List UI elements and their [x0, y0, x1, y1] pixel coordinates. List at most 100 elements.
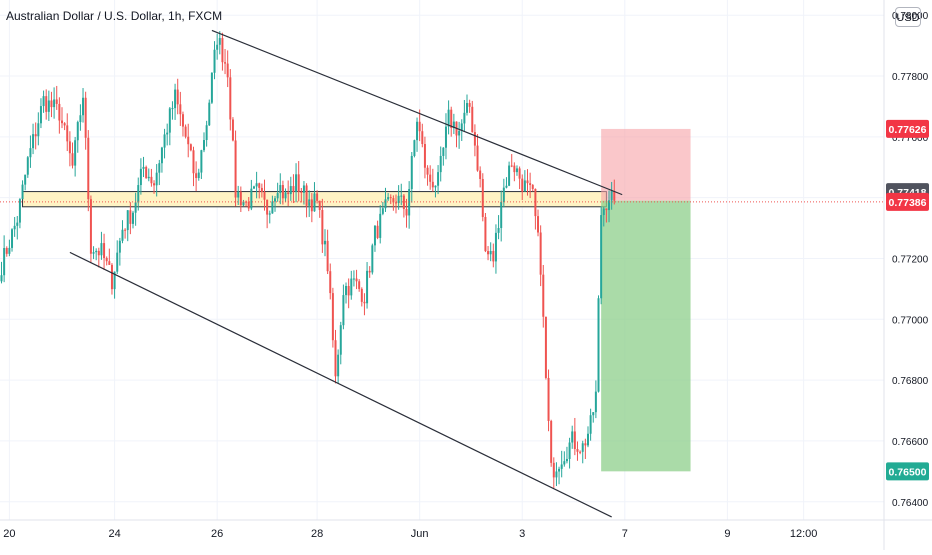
candle-up	[205, 125, 208, 141]
candle-down	[476, 145, 479, 171]
currency-selector[interactable]: USD	[895, 7, 921, 27]
candle-down	[487, 251, 490, 255]
candle-down	[529, 183, 532, 186]
candle-up	[371, 245, 374, 273]
candle-up	[452, 121, 455, 129]
candle-up	[589, 415, 592, 434]
candle-down	[579, 451, 582, 453]
candle-up	[163, 134, 166, 148]
candle-up	[381, 208, 384, 214]
candle-down	[105, 258, 108, 262]
candle-up	[197, 172, 200, 179]
candle-up	[500, 201, 503, 229]
candle-down	[402, 195, 405, 209]
candle-up	[350, 278, 353, 296]
candle-down	[423, 144, 426, 168]
candle-down	[129, 210, 132, 224]
candle-up	[252, 186, 255, 189]
candle-down	[316, 193, 319, 201]
price-label-text: 0.76500	[889, 466, 927, 478]
candle-down	[310, 199, 313, 212]
price-label-text: 0.77626	[889, 124, 927, 136]
candle-up	[26, 157, 29, 175]
candle-up	[437, 172, 440, 186]
candle-up	[289, 186, 292, 195]
x-tick-label: 20	[3, 528, 15, 540]
candle-up	[397, 195, 400, 204]
candle-up	[82, 97, 85, 116]
candle-up	[463, 112, 466, 124]
candle-up	[592, 412, 595, 416]
candle-down	[63, 123, 66, 126]
candle-down	[539, 232, 542, 275]
candle-down	[584, 443, 587, 446]
candle-up	[142, 166, 145, 169]
candle-down	[355, 278, 358, 282]
candle-up	[271, 201, 274, 214]
upper-trendline	[211, 29, 623, 196]
candle-up	[416, 121, 419, 141]
candle-up	[137, 185, 140, 203]
candle-up	[37, 123, 40, 137]
candle-down	[55, 99, 58, 104]
candle-up	[76, 122, 79, 141]
candle-down	[189, 144, 192, 151]
candle-down	[473, 132, 476, 146]
candle-down	[124, 229, 127, 231]
candle-up	[410, 155, 413, 190]
candle-down	[363, 301, 366, 304]
candle-up	[571, 431, 574, 443]
candle-up	[237, 191, 240, 198]
candle-down	[521, 178, 524, 192]
candle-down	[34, 134, 37, 137]
candle-up	[21, 184, 24, 200]
candle-up	[200, 150, 203, 173]
candle-up	[218, 38, 221, 45]
candle-down	[300, 191, 303, 193]
candle-down	[71, 153, 74, 166]
candle-down	[50, 100, 53, 108]
candle-up	[384, 199, 387, 209]
y-tick-label: 0.77800	[892, 72, 929, 83]
candle-down	[395, 202, 397, 204]
candle-down	[97, 250, 100, 256]
candle-down	[479, 170, 482, 179]
candle-up	[508, 165, 511, 186]
candle-up	[155, 172, 158, 186]
candle-up	[47, 100, 50, 112]
candle-up	[466, 103, 469, 113]
candle-up	[0, 275, 3, 282]
candle-up	[42, 96, 45, 107]
x-tick-label: 9	[724, 528, 730, 540]
candle-up	[366, 270, 369, 304]
price-label: 0.77626	[886, 119, 929, 138]
x-tick-label: 12:00	[790, 528, 818, 540]
candle-up	[558, 468, 561, 472]
candle-down	[60, 120, 63, 124]
candle-down	[184, 126, 187, 137]
candle-up	[323, 240, 326, 245]
candle-down	[247, 201, 250, 209]
candle-down	[84, 97, 87, 138]
candle-up	[400, 195, 403, 197]
candle-down	[58, 103, 61, 121]
candle-up	[168, 108, 171, 133]
candle-up	[447, 109, 450, 127]
candle-up	[134, 202, 137, 213]
candle-down	[613, 191, 616, 201]
candle-up	[158, 163, 161, 173]
candle-up	[216, 44, 219, 50]
candle-down	[573, 431, 576, 450]
candle-up	[568, 442, 571, 459]
candle-down	[334, 340, 337, 377]
candle-down	[281, 185, 284, 199]
candle-up	[13, 225, 16, 230]
candle-up	[586, 433, 589, 446]
candle-up	[494, 232, 497, 262]
candle-up	[460, 123, 463, 131]
candle-up	[608, 200, 611, 211]
price-label: 0.76500	[886, 462, 929, 481]
symbol-title: Australian Dollar / U.S. Dollar, 1h, FXC…	[6, 9, 223, 23]
